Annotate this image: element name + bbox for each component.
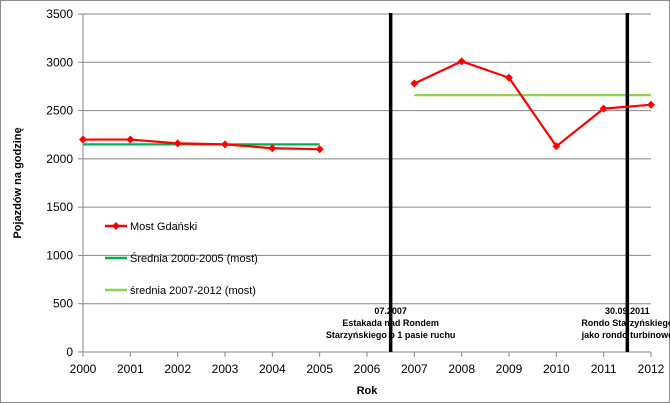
x-tick-label-2004: 2004: [259, 362, 286, 376]
main-series: [79, 57, 655, 154]
x-tick-label-2011: 2011: [591, 362, 617, 376]
y-tick-label-3000: 3000: [46, 55, 73, 69]
annotation-2-line-3: jako rondo turbinowe: [581, 330, 670, 340]
series-line-segment-2: [413, 60, 652, 148]
axes: [82, 14, 651, 353]
legend: Most Gdański Średnia 2000-2005 (most) śred…: [105, 221, 258, 297]
x-tick-label-2009: 2009: [496, 362, 523, 376]
annotation-1-line-3: Starzyńskiego o 1 pasie ruchu: [326, 330, 456, 340]
x-tick-label-2001: 2001: [117, 362, 144, 376]
x-tick-label-2003: 2003: [212, 362, 239, 376]
x-axis-title: Rok: [357, 385, 379, 397]
average-lines: [83, 94, 651, 146]
x-tick-label-2007: 2007: [401, 362, 428, 376]
data-point-2003: [221, 140, 229, 149]
data-point-2010: [552, 142, 561, 151]
event-annotations: 07.2007 Estakada nad Rondem Starzyńskiego …: [326, 306, 670, 340]
data-point-2005: [315, 145, 324, 154]
legend-label-2: Średnia 2000-2005 (most): [130, 252, 258, 265]
data-point-2009: [505, 73, 513, 82]
annotation-2-line-1: 30.09.2011: [605, 306, 650, 316]
data-point-2002: [173, 139, 182, 148]
x-tick-label-2005: 2005: [306, 362, 333, 376]
y-tick-label-2500: 2500: [46, 104, 73, 118]
data-point-2011: [599, 104, 608, 113]
x-tick-label-2010: 2010: [543, 362, 570, 376]
annotation-1-line-1: 07.2007: [374, 306, 407, 316]
x-tick-label-2002: 2002: [164, 362, 191, 376]
y-axis-title: Pojazdów na godzinę: [12, 127, 24, 238]
x-tick-label-2008: 2008: [448, 362, 475, 376]
legend-label-3: średnia 2007-2012 (most): [130, 285, 256, 297]
data-point-2001: [126, 135, 135, 144]
x-tick-label-2000: 2000: [70, 362, 97, 376]
data-point-2007: [410, 79, 419, 88]
gridlines: [78, 13, 652, 357]
y-tick-label-3500: 3500: [46, 7, 73, 21]
y-tick-label-2000: 2000: [46, 152, 73, 166]
data-point-2008: [457, 57, 466, 66]
data-point-2004: [268, 144, 277, 153]
series-line-segment-1: [83, 138, 320, 151]
annotation-2-line-2: Rondo Starzyńskiego: [581, 318, 670, 328]
y-tick-label-0: 0: [66, 345, 73, 359]
y-tick-labels: 0 500 1000 1500 2000 2500 3000 3500: [46, 7, 73, 359]
y-tick-label-1500: 1500: [46, 200, 73, 214]
legend-marker-1: [112, 222, 120, 230]
y-tick-label-1000: 1000: [46, 248, 73, 262]
x-tick-label-2012: 2012: [638, 362, 665, 376]
x-tick-labels: 2000 2001 2002 2003 2004 2005 2006 2007 2008 2009…: [70, 362, 665, 376]
x-tick-label-2006: 2006: [354, 362, 381, 376]
legend-label-1: Most Gdański: [130, 221, 197, 233]
event-lines: [388, 13, 630, 352]
y-tick-label-500: 500: [53, 297, 73, 311]
annotation-1-line-2: Estakada nad Rondem: [342, 318, 439, 328]
data-point-2000: [79, 135, 87, 144]
data-point-2012: [647, 100, 655, 109]
